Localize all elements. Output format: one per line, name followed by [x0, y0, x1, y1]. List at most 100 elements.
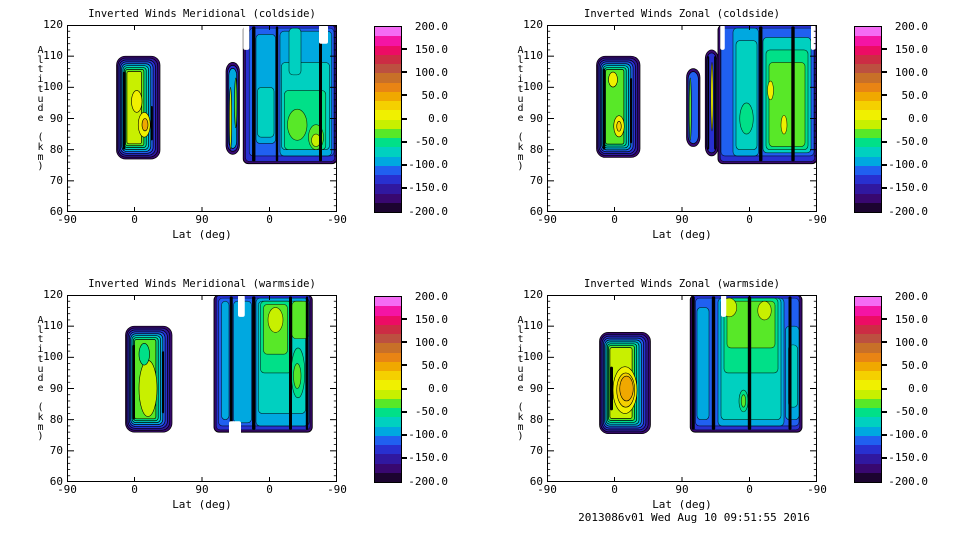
colorbar-tick: [401, 117, 407, 120]
colorbar-tick: [881, 140, 887, 143]
colorbar-tick: [401, 341, 407, 344]
x-tick-label: 90: [195, 213, 209, 226]
colorbar-tick: [881, 71, 887, 74]
contour-plot: [547, 295, 817, 482]
colorbar-label: -150.0: [888, 181, 928, 195]
y-axis-label-char: l: [517, 324, 524, 336]
colorbar-tick: [881, 318, 887, 321]
y-axis-label-char: ): [37, 161, 44, 173]
colorbar-band: [855, 426, 881, 436]
y-tick-label: 80: [529, 142, 543, 156]
colorbar-tick: [401, 410, 407, 413]
y-tick-label: 70: [529, 173, 543, 187]
y-tick-label: 90: [529, 111, 543, 125]
y-tick-label: 90: [529, 381, 543, 395]
colorbar-label: 200.0: [414, 19, 448, 33]
colorbar-tick: [401, 186, 407, 189]
y-axis-label-char: d: [517, 373, 524, 385]
colorbar-band: [375, 380, 401, 390]
colorbar-tick: [881, 410, 887, 413]
colorbar-tick: [881, 433, 887, 436]
x-tick-label: 0: [266, 213, 273, 226]
colorbar-label: -200.0: [888, 474, 928, 488]
y-axis-label-char: t: [37, 353, 44, 365]
colorbar-band: [855, 184, 881, 194]
colorbar-label: 150.0: [894, 312, 928, 326]
colorbar-tick: [881, 163, 887, 166]
colorbar-band: [375, 138, 401, 148]
colorbar-band: [375, 175, 401, 185]
y-tick-label: 110: [43, 49, 63, 63]
x-tick-label: 90: [675, 483, 689, 496]
colorbar-band: [855, 156, 881, 166]
colorbar-tick: [401, 364, 407, 367]
colorbar-label: 0.0: [908, 382, 928, 395]
y-tick-label: 80: [49, 142, 63, 156]
colorbar-band: [855, 101, 881, 111]
x-tick-label: 0: [611, 213, 618, 226]
y-axis-label-char: u: [517, 93, 524, 105]
y-axis-label-char: u: [37, 363, 44, 375]
colorbar-band: [855, 91, 881, 101]
y-tick-label: 90: [49, 111, 63, 125]
y-axis-label-char: l: [37, 54, 44, 66]
colorbar-label: -150.0: [888, 451, 928, 465]
colorbar-band: [855, 417, 881, 427]
colorbar-tick: [401, 94, 407, 97]
colorbar-band: [375, 165, 401, 175]
y-axis-label-char: A: [517, 45, 524, 56]
panel-title: Inverted Winds Meridional (warmside): [88, 278, 316, 290]
y-axis-label-char: m: [37, 421, 44, 433]
colorbar-band: [375, 408, 401, 418]
colorbar-band: [375, 352, 401, 362]
y-axis-label-char: u: [37, 93, 44, 105]
colorbar-band: [375, 202, 401, 212]
y-tick-label: 110: [523, 49, 543, 63]
y-axis-label-char: t: [517, 334, 524, 346]
y-axis-label-char: ): [517, 161, 524, 173]
colorbar-label: -100.0: [888, 428, 928, 442]
y-tick-label: 100: [43, 80, 63, 94]
x-tick-label: -90: [327, 213, 347, 226]
x-axis-label: Lat (deg): [652, 228, 712, 241]
y-tick-label: 60: [49, 205, 63, 218]
colorbar-band: [375, 398, 401, 408]
x-tick-label: 90: [675, 213, 689, 226]
colorbar-label: -50.0: [414, 405, 448, 419]
colorbar-band: [855, 138, 881, 148]
colorbar-label: 0.0: [428, 382, 448, 395]
colorbar: [374, 26, 402, 213]
colorbar-band: [855, 73, 881, 83]
colorbar-band: [375, 119, 401, 129]
y-tick-label: 120: [43, 18, 63, 31]
colorbar-band: [855, 361, 881, 371]
y-tick-label: 90: [49, 381, 63, 395]
colorbar-band: [375, 27, 401, 37]
colorbar-band: [375, 472, 401, 482]
panel-title: Inverted Winds Meridional (coldside): [88, 8, 316, 20]
colorbar-band: [375, 389, 401, 399]
colorbar-band: [855, 352, 881, 362]
y-axis-label-char: i: [517, 344, 524, 356]
x-tick-label: -90: [537, 213, 557, 226]
y-axis-label-char: m: [517, 151, 524, 163]
y-axis-label-char: A: [37, 45, 44, 56]
colorbar-label: 150.0: [414, 42, 448, 56]
x-tick-label: 0: [131, 483, 138, 496]
colorbar-label: 50.0: [421, 88, 449, 102]
colorbar-band: [855, 36, 881, 46]
colorbar-band: [855, 119, 881, 129]
y-tick-label: 120: [523, 18, 543, 31]
colorbar-tick: [881, 48, 887, 51]
colorbar-label: -100.0: [408, 158, 448, 172]
y-axis-label-char: ): [37, 431, 44, 443]
y-axis-label-char: m: [37, 151, 44, 163]
y-axis-label-char: u: [517, 363, 524, 375]
colorbar-label: 150.0: [894, 42, 928, 56]
colorbar-label: 200.0: [894, 19, 928, 33]
colorbar-label: 200.0: [894, 289, 928, 303]
